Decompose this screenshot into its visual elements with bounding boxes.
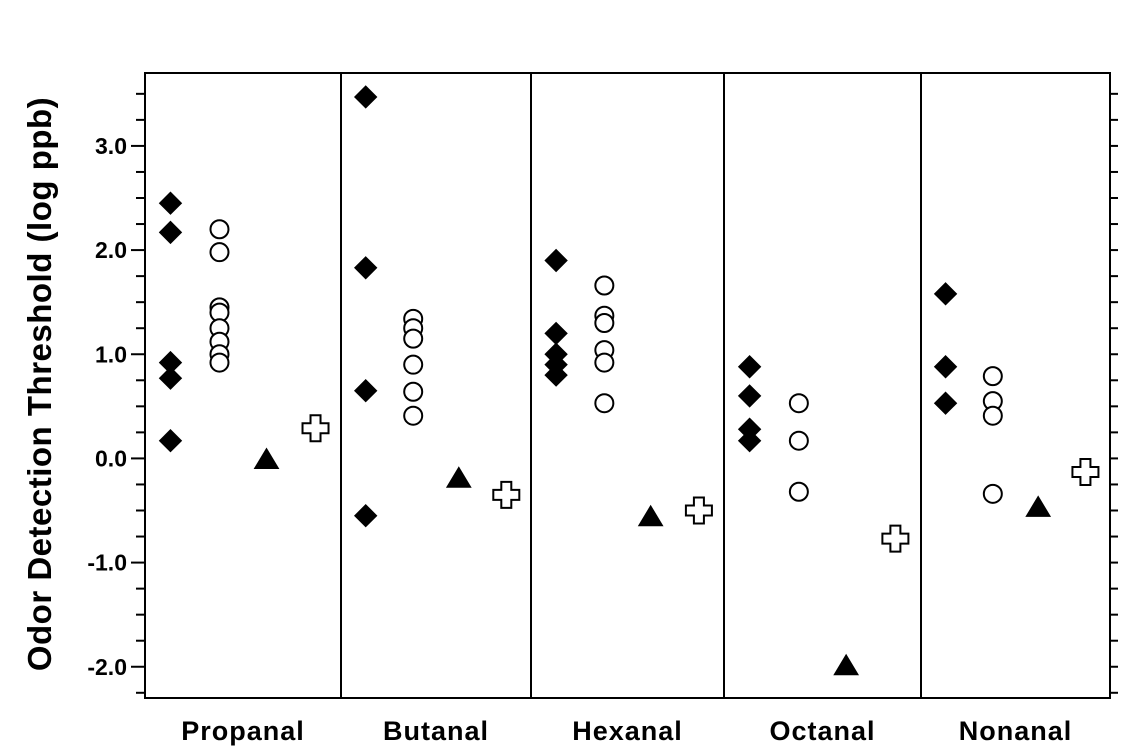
circle-point [788, 481, 809, 502]
cross-point [492, 480, 521, 509]
plot-frame [144, 72, 1111, 699]
y-tick-label: 0.0 [95, 445, 127, 471]
circle-point [982, 405, 1003, 426]
y-ticks: 3.0 2.0 1.0 0.0 -1.0 -2.0 [87, 92, 1118, 694]
circle-point [209, 352, 230, 373]
circle-point [594, 313, 615, 333]
category-label: Butanal [383, 716, 489, 746]
y-tick-label: -1.0 [87, 550, 127, 576]
category-label: Nonanal [959, 716, 1073, 746]
circle-point [403, 405, 424, 426]
data-points [158, 85, 1100, 676]
triangle-point [1025, 495, 1052, 517]
circle-point [594, 393, 615, 414]
diamond-point [737, 429, 762, 453]
circle-point [403, 354, 424, 375]
circle-point [209, 242, 230, 263]
triangle-point [445, 466, 472, 488]
diamond-point [737, 384, 762, 408]
cross-point [881, 524, 910, 553]
circle-point [403, 328, 424, 349]
triangle-point [637, 504, 664, 527]
diamond-point [933, 391, 958, 415]
diamond-point [737, 355, 762, 379]
diamond-point [544, 248, 568, 273]
diamond-point [544, 363, 568, 387]
diamond-point [158, 429, 183, 453]
diamond-point [353, 379, 378, 403]
circle-point [982, 366, 1003, 387]
diamond-point [158, 366, 183, 390]
diamond-point [353, 256, 378, 280]
diamond-point [353, 504, 378, 528]
triangle-point [253, 447, 280, 469]
y-tick-label: 1.0 [95, 341, 127, 367]
category-label: Octanal [769, 716, 875, 746]
y-tick-label: 3.0 [95, 133, 127, 159]
cross-point [684, 496, 713, 525]
circle-point [788, 393, 809, 414]
diamond-point [933, 355, 958, 379]
cross-point [301, 414, 330, 443]
circle-point [209, 219, 230, 240]
y-tick-label: -2.0 [87, 654, 127, 680]
circle-point [788, 430, 809, 451]
diamond-point [933, 282, 958, 306]
circle-point [403, 381, 424, 402]
triangle-point [833, 653, 860, 676]
category-label: Propanal [181, 716, 305, 746]
category-labels: Propanal Butanal Hexanal Octanal Nonanal [181, 716, 1073, 746]
cross-point [1071, 457, 1100, 486]
category-label: Hexanal [572, 716, 683, 746]
diamond-point [158, 191, 183, 215]
diamond-point [353, 85, 378, 109]
circle-point [982, 483, 1003, 504]
diamond-point [544, 321, 568, 346]
y-tick-label: 2.0 [95, 237, 127, 263]
axes [144, 72, 1111, 699]
y-axis-title: Odor Detection Threshold (log ppb) [21, 97, 58, 671]
circle-point [594, 352, 615, 373]
diamond-point [158, 220, 183, 245]
circle-point [594, 275, 615, 296]
